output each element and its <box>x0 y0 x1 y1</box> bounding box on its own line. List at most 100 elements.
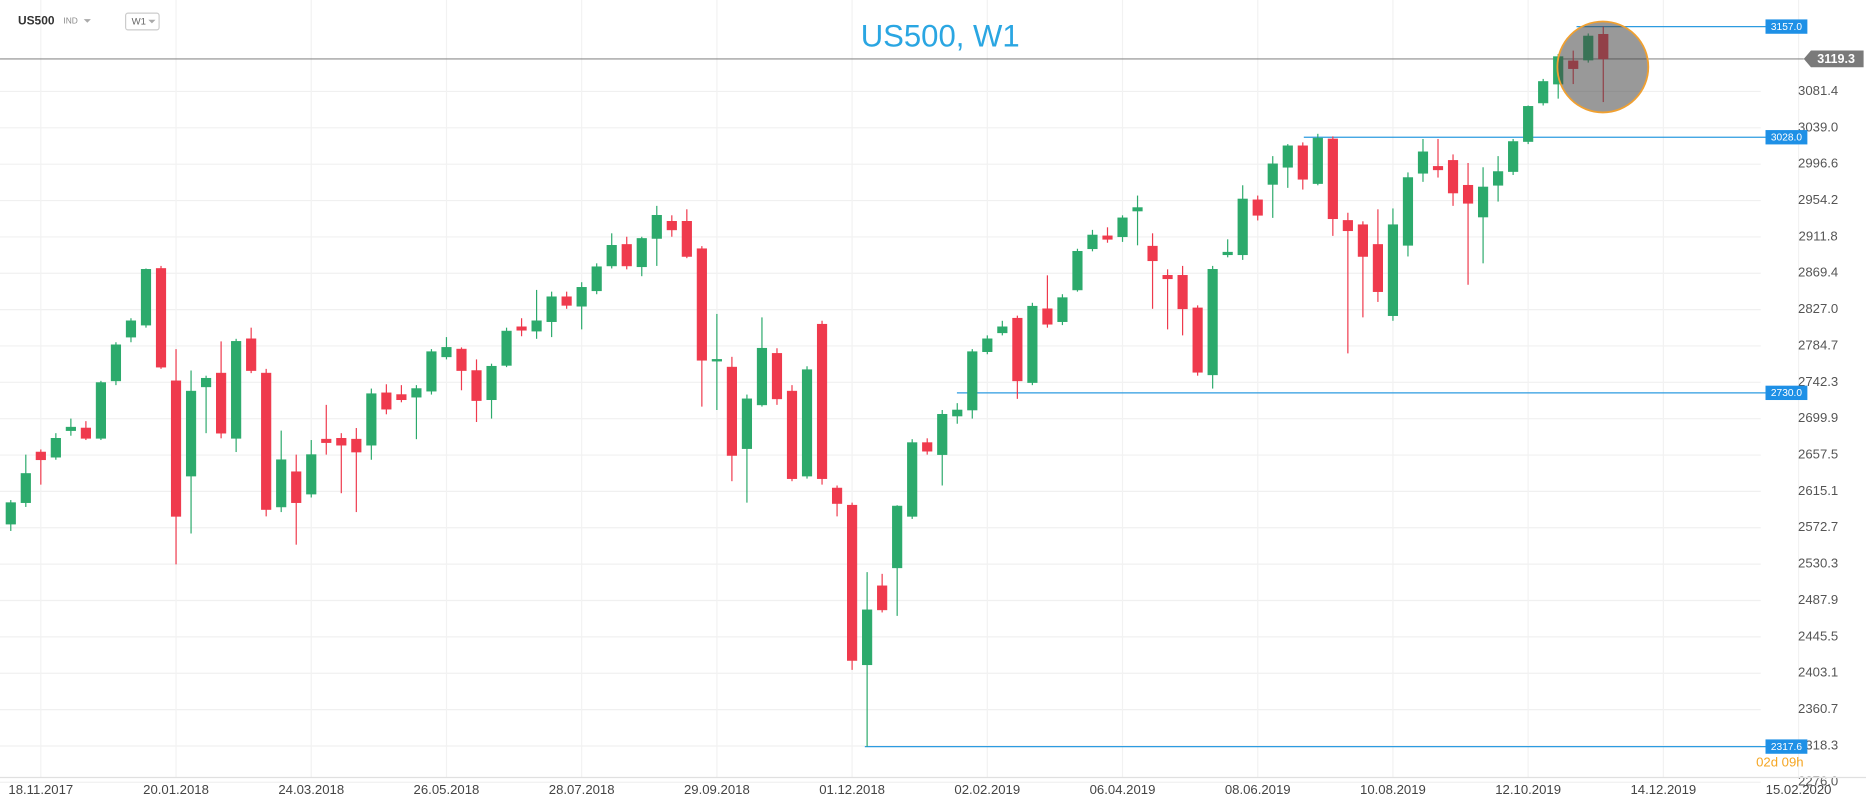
candle-body <box>306 454 317 495</box>
candle-body <box>1147 245 1158 262</box>
y-tick-label: 2318.3 <box>1798 737 1838 752</box>
x-tick-label: 24.03.2018 <box>278 782 344 797</box>
y-tick-label: 2827.0 <box>1798 301 1838 316</box>
x-tick-label: 01.12.2018 <box>819 782 885 797</box>
candle-body <box>1012 317 1023 382</box>
candle-body <box>847 504 858 661</box>
candle-body <box>1477 186 1489 218</box>
interval-box[interactable] <box>125 12 160 31</box>
candle-body <box>80 427 91 439</box>
x-tick-label: 08.06.2019 <box>1225 782 1291 797</box>
candle-body <box>651 214 662 239</box>
candle-body <box>140 269 152 326</box>
candle-body <box>666 221 677 231</box>
candle-body <box>1132 207 1143 212</box>
y-tick-label: 2869.4 <box>1798 265 1838 280</box>
candle-body <box>1417 151 1429 174</box>
y-tick-label: 2954.2 <box>1798 192 1838 207</box>
candle-body <box>1162 275 1173 280</box>
candle-body <box>366 393 377 446</box>
candle-body <box>937 413 948 455</box>
candle-body <box>170 380 182 517</box>
y-tick-label: 3081.4 <box>1798 83 1838 98</box>
candle-body <box>426 351 437 392</box>
y-tick-label: 2657.5 <box>1798 447 1838 462</box>
y-tick-label: 2996.6 <box>1798 156 1838 171</box>
level-label: 3028.0 <box>1771 133 1802 144</box>
candle-body <box>516 326 527 331</box>
candle-body <box>20 473 31 503</box>
interval[interactable]: W1 <box>132 17 146 28</box>
candle-body <box>261 372 272 510</box>
candle-body <box>801 369 813 477</box>
axes: 2276.02318.32360.72403.12445.52487.92530… <box>0 19 1866 797</box>
candle-body <box>110 344 122 382</box>
candle-body <box>1087 234 1098 250</box>
x-tick-label: 10.08.2019 <box>1360 782 1426 797</box>
y-tick-label: 3039.0 <box>1798 119 1838 134</box>
candle-body <box>982 338 993 352</box>
x-tick-label: 06.04.2019 <box>1090 782 1156 797</box>
candle-body <box>1177 275 1188 310</box>
x-tick-label: 18.11.2017 <box>8 782 73 797</box>
x-tick-label: 26.05.2018 <box>414 782 480 797</box>
candle-body <box>1192 307 1203 373</box>
y-tick-label: 2487.9 <box>1798 592 1838 607</box>
candle-body <box>291 471 302 503</box>
level-label-box <box>1765 19 1808 34</box>
y-tick-label: 2742.3 <box>1798 374 1838 389</box>
candle-body <box>1267 163 1278 185</box>
candle-body <box>862 609 873 666</box>
candle-body <box>1357 224 1368 257</box>
grid <box>0 0 1800 783</box>
candle-body <box>1252 199 1263 216</box>
candle-body <box>696 248 707 361</box>
candle-body <box>321 438 332 443</box>
candle-body <box>35 451 46 461</box>
dropdown-arrow <box>83 19 91 23</box>
candle-body <box>201 377 212 388</box>
candle-body <box>1508 141 1519 172</box>
candle-body <box>892 505 903 569</box>
candle-body <box>1207 269 1218 376</box>
candle-body <box>877 585 888 611</box>
candle-body <box>1523 106 1534 142</box>
candle-body <box>831 487 843 504</box>
candle-body <box>591 266 602 292</box>
y-tick-label: 2360.7 <box>1798 701 1838 716</box>
level-label: 2730.0 <box>1771 388 1802 399</box>
candle-body <box>1387 224 1399 316</box>
candle-body <box>456 348 467 371</box>
candle-body <box>816 323 828 479</box>
candle-body <box>576 287 587 307</box>
candle-body <box>231 341 242 439</box>
candle-body <box>50 438 61 458</box>
last-price-label: 3119.3 <box>1817 52 1855 66</box>
candle-body <box>1462 184 1474 204</box>
level-label-box <box>1765 739 1808 754</box>
candle-body <box>471 370 482 401</box>
candle-body <box>501 330 512 366</box>
candle-body <box>441 347 452 358</box>
candle-body <box>276 459 287 508</box>
x-tick-label: 12.10.2019 <box>1495 782 1561 797</box>
candle-body <box>411 388 422 398</box>
candle-body <box>1493 171 1504 186</box>
candle-body <box>1102 235 1113 240</box>
candle-body <box>1342 220 1353 232</box>
candle-body <box>606 245 617 267</box>
candle-body <box>907 442 918 517</box>
candle-body <box>756 347 768 406</box>
x-tick-label: 15.02.2020 <box>1766 782 1832 797</box>
candle-body <box>381 392 392 410</box>
candle-body <box>1117 217 1128 238</box>
candle-body <box>155 268 167 368</box>
y-tick-label: 2530.3 <box>1798 556 1838 571</box>
level-label: 2317.6 <box>1771 742 1802 753</box>
candle-body <box>561 296 572 306</box>
candle-body <box>95 382 107 439</box>
candle-body <box>681 221 692 257</box>
candles <box>5 26 1609 747</box>
candle-body <box>952 409 963 417</box>
